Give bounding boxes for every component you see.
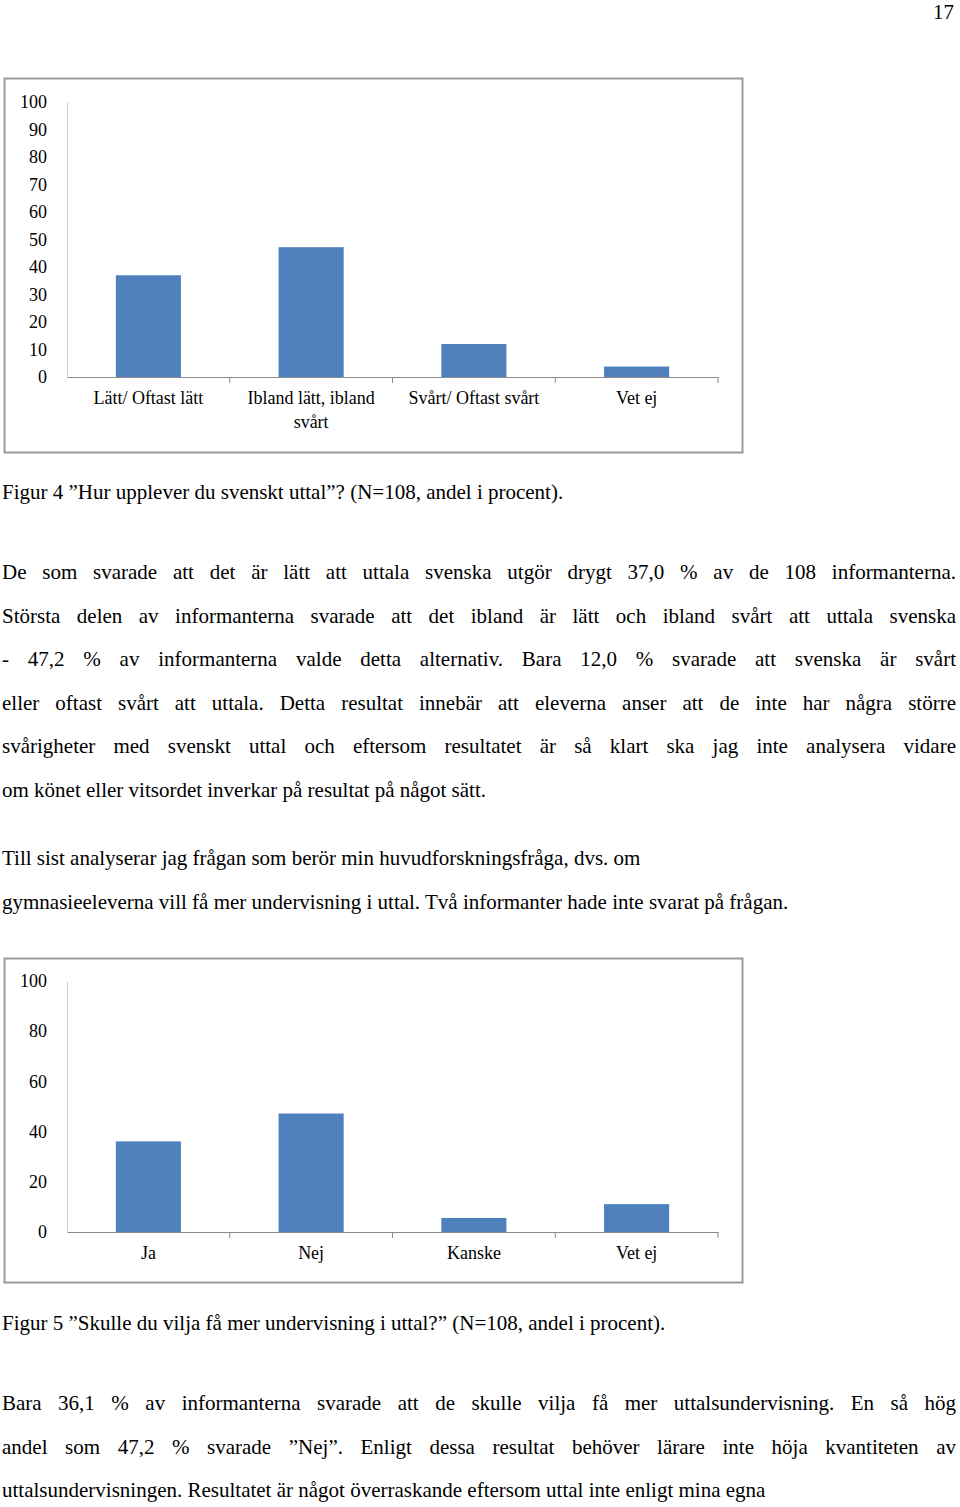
chart: 0 10 20 30 40 50 60 70 80 90 100 Lätt/ Oftast lätt I… bbox=[5, 79, 743, 453]
paragraph-line: gymnasieeleverna vill få mer undervisnin… bbox=[2, 890, 956, 914]
paragraph-line: uttalsundervisningen. Resultatet är någo… bbox=[2, 1478, 956, 1502]
y-tick-label: 40 bbox=[29, 1122, 47, 1142]
paragraph-line: svårigheter med svenskt uttal och efters… bbox=[2, 734, 956, 758]
x-tick: Svårt/ Oftast svårt bbox=[408, 377, 539, 408]
category-separator bbox=[392, 1232, 393, 1238]
bar bbox=[279, 1114, 344, 1232]
y-tick-label: 80 bbox=[29, 1021, 47, 1041]
x-tick-label: Lätt/ Oftast lätt bbox=[93, 388, 203, 408]
paragraph-line: Till sist analyserar jag frågan som berö… bbox=[2, 846, 956, 870]
y-tick: 40 bbox=[29, 257, 67, 277]
y-tick-label: 40 bbox=[29, 257, 47, 277]
y-tick: 80 bbox=[29, 147, 67, 167]
bars bbox=[116, 247, 669, 377]
x-tick-label: Vet ej bbox=[616, 388, 657, 408]
y-tick-label: 90 bbox=[29, 120, 47, 140]
x-tick-label: Svårt/ Oftast svårt bbox=[408, 388, 539, 408]
x-tick-label: Vet ej bbox=[616, 1243, 657, 1263]
paragraph-line: Största delen av informanterna svarade a… bbox=[2, 604, 956, 628]
y-tick-label: 60 bbox=[29, 1072, 47, 1092]
y-tick: 20 bbox=[29, 1172, 67, 1192]
y-tick-label: 20 bbox=[29, 1172, 47, 1192]
x-axis: Ja Nej Kanske Vet ej bbox=[68, 1232, 719, 1263]
x-tick-label: Ibland lätt, iblandsvårt bbox=[247, 388, 374, 432]
category-separator bbox=[229, 377, 230, 383]
y-tick: 0 bbox=[38, 367, 67, 387]
category-separator bbox=[555, 1232, 556, 1238]
x-tick-label: Ja bbox=[141, 1243, 156, 1263]
y-tick-label: 0 bbox=[38, 367, 47, 387]
y-tick: 70 bbox=[29, 175, 67, 195]
chart-frame bbox=[5, 959, 743, 1283]
bar bbox=[441, 344, 506, 377]
chart: 0 20 40 60 80 100 Ja Nej Kanske Vet ej bbox=[5, 959, 743, 1283]
y-tick-label: 80 bbox=[29, 147, 47, 167]
paragraph-line: eller oftast svårt att uttala. Detta res… bbox=[2, 691, 956, 715]
x-tick: Ibland lätt, iblandsvårt bbox=[247, 377, 374, 432]
y-tick: 40 bbox=[29, 1122, 67, 1142]
y-tick-label: 0 bbox=[38, 1222, 47, 1242]
y-tick-label: 10 bbox=[29, 340, 47, 360]
paragraph-line: - 47,2 % av informanterna valde detta al… bbox=[2, 647, 956, 671]
category-separator bbox=[229, 1232, 230, 1238]
bar bbox=[604, 367, 669, 377]
y-tick: 80 bbox=[29, 1021, 67, 1041]
bar bbox=[279, 247, 344, 377]
y-tick: 20 bbox=[29, 312, 67, 332]
bar bbox=[441, 1218, 506, 1232]
y-tick: 10 bbox=[29, 340, 67, 360]
page-number: 17 bbox=[933, 0, 954, 25]
y-tick: 60 bbox=[29, 202, 67, 222]
bar bbox=[604, 1204, 669, 1232]
paragraph-line: om könet eller vitsordet inverkar på res… bbox=[2, 778, 956, 802]
category-separator bbox=[392, 377, 393, 383]
x-tick: Kanske bbox=[447, 1232, 501, 1263]
y-axis-line bbox=[67, 982, 68, 1233]
category-separator bbox=[555, 377, 556, 383]
paragraph-line: Bara 36,1 % av informanterna svarade att… bbox=[2, 1391, 956, 1415]
y-tick-label: 60 bbox=[29, 202, 47, 222]
y-axis-line bbox=[67, 103, 68, 378]
y-axis: 0 10 20 30 40 50 60 70 80 90 100 bbox=[20, 92, 68, 387]
x-tick: Ja bbox=[141, 1232, 156, 1263]
paragraph-line: De som svarade att det är lätt att uttal… bbox=[2, 560, 956, 584]
x-tick-label: Kanske bbox=[447, 1243, 501, 1263]
chart-frame bbox=[5, 79, 743, 453]
paragraph-line: andel som 47,2 % svarade ”Nej”. Enligt d… bbox=[2, 1435, 956, 1459]
y-tick: 100 bbox=[20, 971, 67, 991]
x-axis: Lätt/ Oftast lätt Ibland lätt, iblandsvår… bbox=[68, 377, 719, 432]
y-tick: 90 bbox=[29, 120, 67, 140]
y-tick-label: 100 bbox=[20, 971, 47, 991]
y-axis: 0 20 40 60 80 100 bbox=[20, 971, 68, 1242]
y-tick: 100 bbox=[20, 92, 67, 112]
x-tick: Nej bbox=[298, 1232, 324, 1263]
y-tick-label: 100 bbox=[20, 92, 47, 112]
x-tick-label: Nej bbox=[298, 1243, 324, 1263]
category-separator bbox=[718, 1232, 719, 1238]
y-tick-label: 70 bbox=[29, 175, 47, 195]
bars bbox=[116, 1114, 669, 1232]
figure-caption: Figur 4 ”Hur upplever du svenskt uttal”?… bbox=[2, 480, 956, 504]
x-tick: Lätt/ Oftast lätt bbox=[93, 377, 203, 408]
x-tick: Vet ej bbox=[616, 377, 657, 408]
y-tick-label: 50 bbox=[29, 230, 47, 250]
y-tick: 60 bbox=[29, 1072, 67, 1092]
bar bbox=[116, 1141, 181, 1232]
bar bbox=[116, 275, 181, 377]
y-tick-label: 20 bbox=[29, 312, 47, 332]
y-tick-label: 30 bbox=[29, 285, 47, 305]
y-tick: 0 bbox=[38, 1222, 67, 1242]
figure-caption: Figur 5 ”Skulle du vilja få mer undervis… bbox=[2, 1311, 956, 1335]
category-separator bbox=[718, 377, 719, 383]
y-tick: 50 bbox=[29, 230, 67, 250]
y-tick: 30 bbox=[29, 285, 67, 305]
x-tick: Vet ej bbox=[616, 1232, 657, 1263]
